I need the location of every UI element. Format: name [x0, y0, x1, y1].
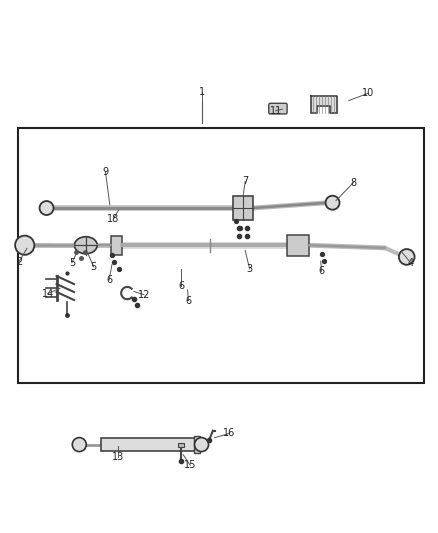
Text: 5: 5 [69, 258, 75, 268]
Text: 13: 13 [112, 452, 124, 462]
Text: 7: 7 [242, 176, 248, 187]
Text: 16: 16 [223, 429, 236, 439]
FancyBboxPatch shape [269, 103, 287, 114]
Text: 6: 6 [185, 295, 191, 305]
Bar [111, 236, 122, 255]
Text: 12: 12 [138, 289, 150, 300]
Bar [178, 443, 184, 447]
Text: 18: 18 [107, 214, 120, 224]
Ellipse shape [399, 249, 415, 265]
Ellipse shape [39, 201, 53, 215]
Text: 2: 2 [16, 257, 22, 266]
Text: 11: 11 [270, 106, 282, 116]
Text: 6: 6 [106, 276, 112, 285]
Bar [233, 196, 253, 220]
Text: 6: 6 [178, 281, 184, 290]
Text: 15: 15 [184, 461, 196, 470]
Bar [287, 235, 308, 256]
Text: 1: 1 [198, 87, 205, 97]
Text: 9: 9 [102, 167, 109, 177]
Text: 5: 5 [91, 262, 97, 272]
Ellipse shape [325, 196, 339, 209]
Bar [18, 128, 424, 383]
Ellipse shape [72, 438, 86, 451]
Text: 6: 6 [318, 266, 325, 276]
Bar [194, 436, 200, 453]
Ellipse shape [74, 237, 97, 254]
Text: 8: 8 [350, 177, 357, 188]
Ellipse shape [194, 438, 208, 451]
Text: 14: 14 [42, 288, 54, 298]
Text: 4: 4 [408, 259, 414, 268]
Bar [101, 438, 197, 451]
Text: 10: 10 [362, 88, 374, 98]
Text: 3: 3 [247, 264, 253, 273]
Polygon shape [311, 96, 337, 114]
Ellipse shape [15, 236, 34, 255]
